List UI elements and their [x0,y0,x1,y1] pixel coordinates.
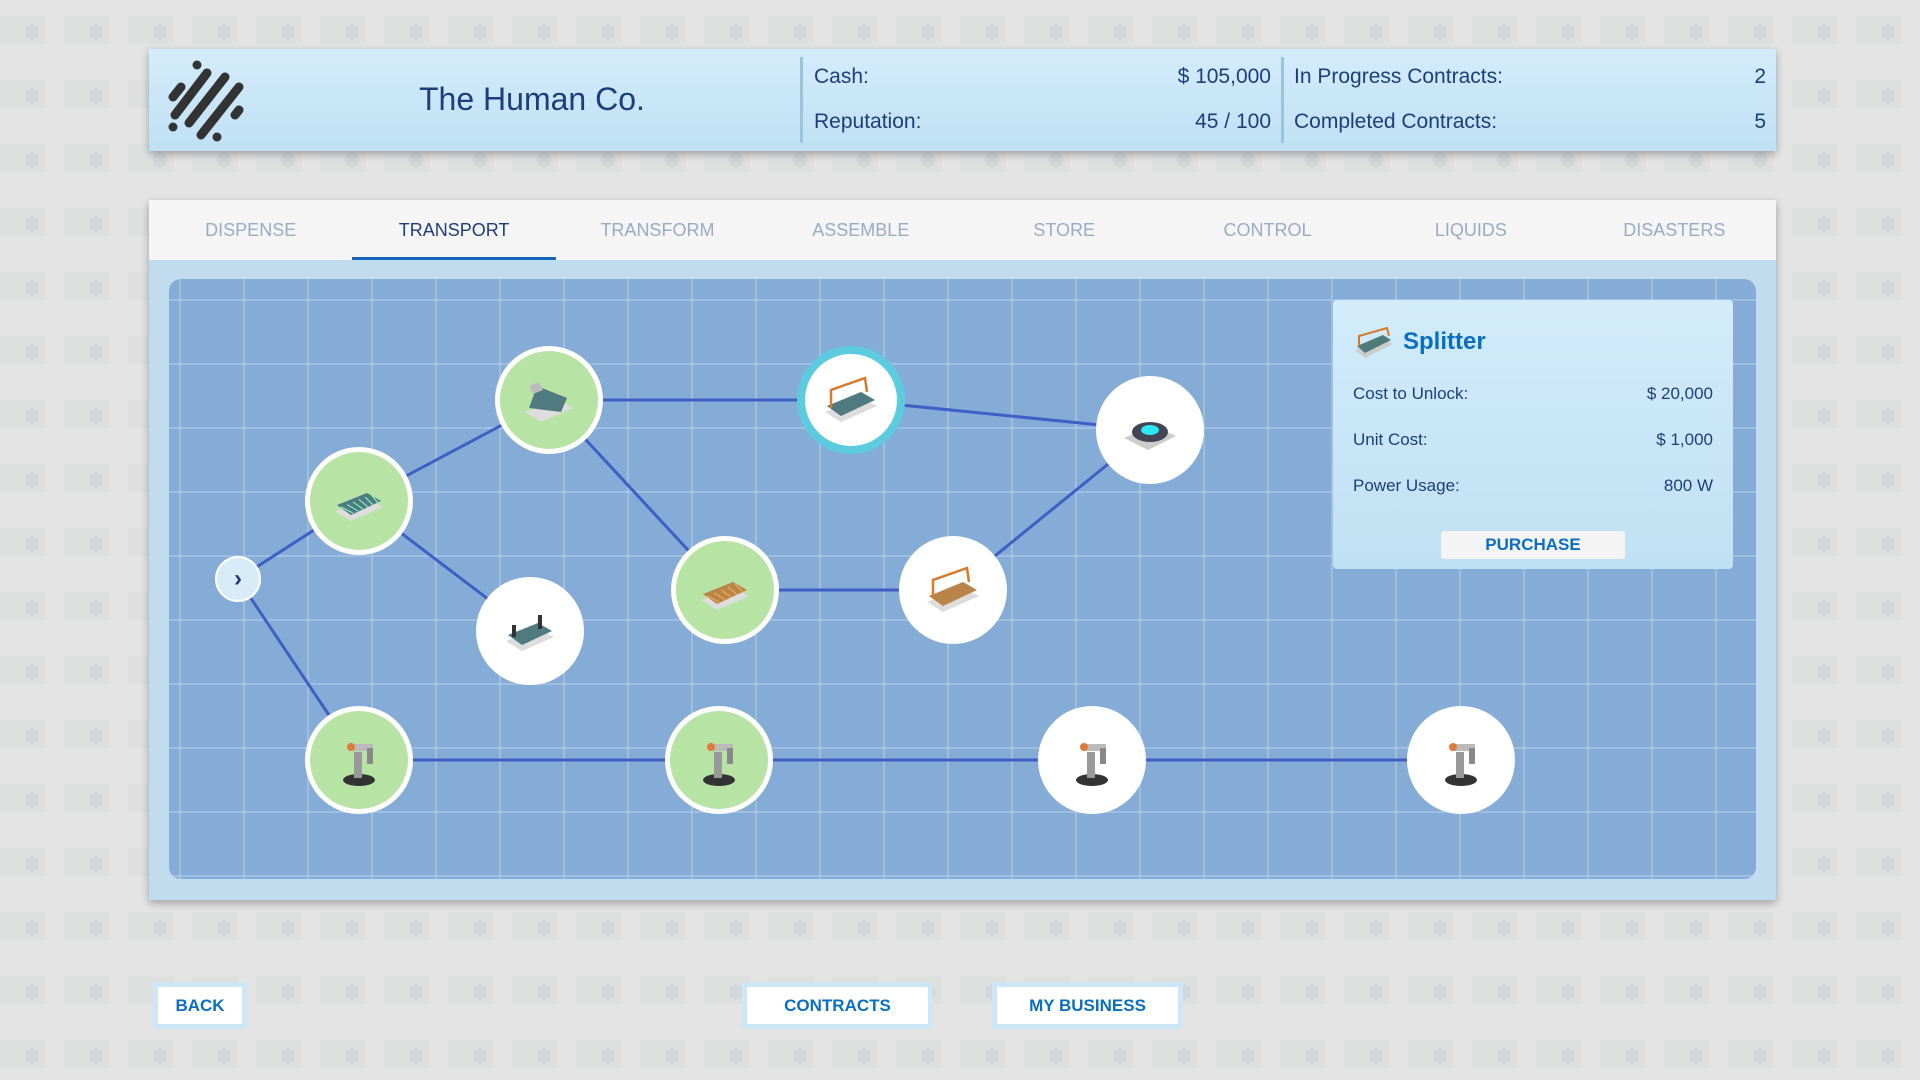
completed-value: 5 [1754,110,1766,133]
tab-transport[interactable]: TRANSPORT [352,200,557,260]
contracts-button[interactable]: CONTRACTS [742,982,933,1029]
tab-liquids[interactable]: LIQUIDS [1434,220,1507,240]
item-title: Splitter [1403,328,1486,355]
tech-node-roller[interactable] [671,536,779,644]
back-button[interactable]: BACK [153,982,247,1029]
cash-value: $ 105,000 [1177,65,1271,88]
tech-node-robot-arm-2[interactable] [665,706,773,814]
robot-arm-icon [343,743,375,786]
unit-cost-value: $ 1,000 [1656,430,1713,449]
tech-node-robot-arm-3[interactable] [1038,706,1146,814]
reputation-label: Reputation: [814,110,922,133]
company-name: The Human Co. [419,81,645,117]
tech-node-turntable[interactable] [1096,376,1204,484]
tech-node-conveyor[interactable] [305,447,413,555]
robot-arm-icon [703,743,735,786]
robot-arm-icon [1445,743,1477,786]
category-tabs: DISPENSE TRANSPORT TRANSFORM ASSEMBLE ST… [149,200,1776,260]
tab-dispense[interactable]: DISPENSE [205,220,297,240]
cost-unlock-label: Cost to Unlock: [1353,384,1469,403]
divider [800,57,803,143]
turntable-icon [1124,422,1176,450]
tech-node-robot-arm[interactable] [305,706,413,814]
company-logo-icon [168,60,244,142]
purchase-button[interactable]: PURCHASE [1441,531,1625,559]
in-progress-label: In Progress Contracts: [1294,65,1503,88]
robot-arm-icon [1076,743,1108,786]
tab-assemble[interactable]: ASSEMBLE [812,220,910,240]
divider [1281,57,1284,143]
cash-label: Cash: [814,65,869,88]
item-info-card: Splitter Cost to Unlock: $ 20,000 Unit Co… [1333,300,1733,569]
power-usage-label: Power Usage: [1353,476,1460,495]
chevron-right-icon: › [234,565,242,592]
conveyor-sensor-icon [506,615,554,651]
tech-node-conveyor-sensor[interactable] [476,577,584,685]
tech-node-ramp[interactable] [495,346,603,454]
tab-transform[interactable]: TRANSFORM [600,220,715,240]
in-progress-value: 2 [1754,65,1766,88]
cost-unlock-value: $ 20,000 [1646,384,1713,403]
tech-node-splitter[interactable] [797,346,905,454]
tab-store[interactable]: STORE [1033,220,1096,240]
splitter-icon [1355,326,1393,358]
conveyor-ramp-icon [525,382,573,422]
my-business-button[interactable]: MY BUSINESS [992,982,1183,1029]
tab-disasters[interactable]: DISASTERS [1623,220,1726,240]
conveyor-icon [335,493,383,521]
expand-arrow-button[interactable]: › [215,556,261,602]
completed-label: Completed Contracts: [1294,110,1498,133]
tech-node-robot-arm-4[interactable] [1407,706,1515,814]
tech-node-roller-splitter[interactable] [899,536,1007,644]
roller-conveyor-icon [701,582,749,610]
power-usage-value: 800 W [1663,476,1713,495]
roller-splitter-icon [927,566,979,612]
reputation-value: 45 / 100 [1195,110,1271,133]
tab-control[interactable]: CONTROL [1223,220,1312,240]
splitter-icon [825,376,877,422]
unit-cost-label: Unit Cost: [1353,430,1428,449]
company-header: The Human Co. Cash: $ 105,000 Reputation… [149,49,1776,151]
